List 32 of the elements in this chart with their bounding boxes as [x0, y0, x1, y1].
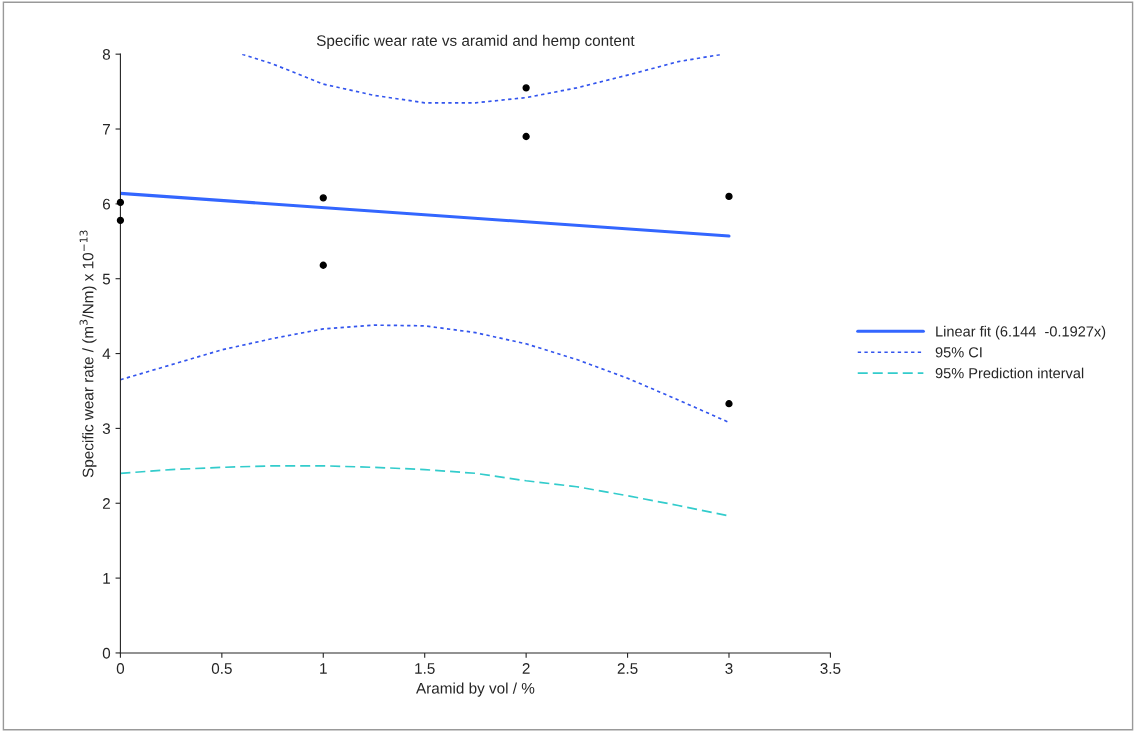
y-tick-label: 5 — [102, 273, 111, 285]
x-tick-label: 3.5 — [820, 663, 841, 674]
y-tick-label: 0 — [102, 647, 111, 659]
chart-title: Specific wear rate vs aramid and hemp content — [316, 34, 635, 49]
y-tick-label: 1 — [103, 573, 110, 584]
line-series — [120, 324, 730, 424]
x-tick-label: 3 — [725, 663, 733, 674]
point — [319, 194, 327, 202]
y-tick-label: 3 — [102, 423, 111, 435]
y-tick-label: 8 — [102, 49, 111, 60]
point — [522, 132, 530, 141]
legend-label: 95% Prediction interval — [935, 367, 1084, 379]
point — [522, 84, 530, 92]
x-tick-label: 1 — [320, 663, 327, 674]
point — [116, 198, 125, 207]
y-axis-title: Specific wear rate / (m$^{3}$/Nm) x 10$^{−13}$ — [79, 230, 97, 478]
x-tick-label: 2.5 — [617, 663, 638, 674]
x-tick-label: 0 — [116, 663, 125, 674]
point — [725, 400, 733, 408]
point — [319, 261, 327, 269]
legend-label: Linear fit (6.144 -0.1927x) — [936, 325, 1106, 340]
y-tick-label: 6 — [102, 198, 111, 210]
point — [116, 216, 125, 224]
y-tick-label: 7 — [102, 124, 110, 135]
legend-label: 95% CI — [935, 347, 982, 358]
x-axis-title: Aramid by vol / % — [416, 682, 535, 697]
y-tick-label: 4 — [102, 348, 111, 360]
point — [725, 192, 733, 201]
y-tick-label: 2 — [102, 498, 110, 509]
x-tick-label: 0.5 — [211, 663, 232, 674]
x-tick-label: 1.5 — [415, 663, 435, 674]
x-tick-label: 2 — [522, 663, 530, 674]
